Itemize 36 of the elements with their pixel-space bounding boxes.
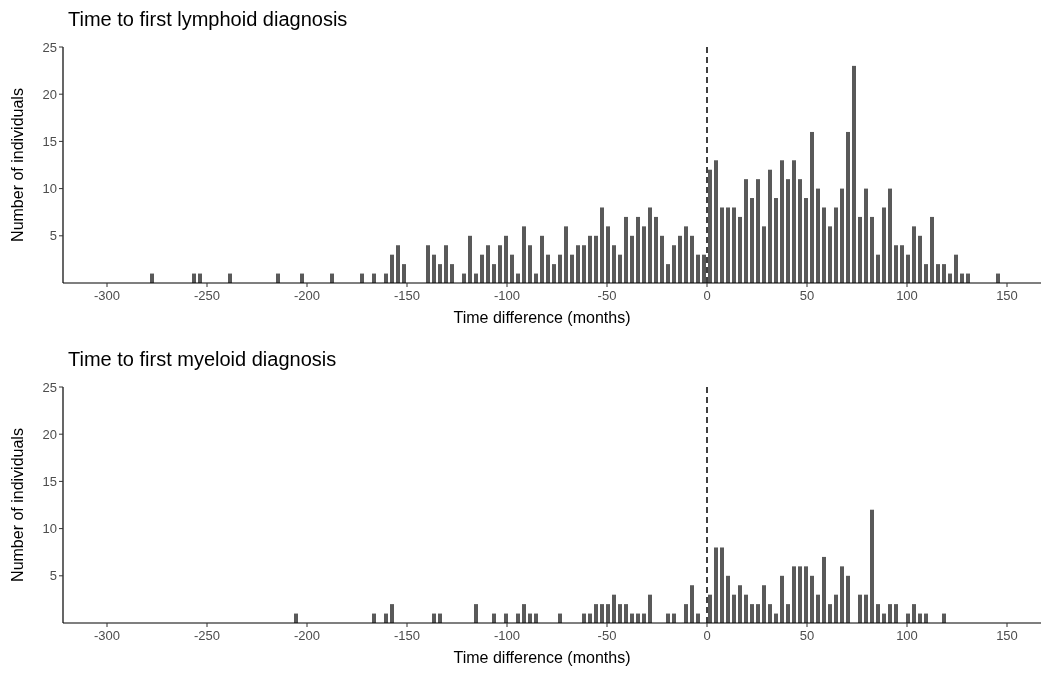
y-tick-label: 20	[42, 86, 57, 102]
x-tick-label: 150	[996, 288, 1018, 303]
x-tick-label: -150	[393, 628, 421, 643]
x-tick-label: 150	[996, 628, 1018, 643]
x-tick-label: -150	[393, 288, 421, 303]
chart-title: Time to first myeloid diagnosis	[68, 348, 337, 370]
x-tick-label: 50	[799, 628, 815, 643]
x-tick-label: 50	[799, 288, 815, 303]
y-tick-label: 15	[42, 473, 57, 489]
x-tick-label: -100	[493, 628, 521, 643]
x-tick-label: -200	[293, 628, 321, 643]
x-tick-label: -300	[93, 628, 121, 643]
x-tick-label: -50	[597, 628, 617, 643]
x-axis-title: Time difference (months)	[453, 309, 631, 326]
chart-title: Time to first lymphoid diagnosis	[68, 8, 348, 30]
x-tick-label: -250	[193, 628, 221, 643]
x-tick-label: 0	[703, 288, 711, 303]
y-tick-label: 5	[49, 568, 57, 584]
y-tick-label: 20	[42, 426, 57, 442]
x-tick-label: -50	[597, 288, 617, 303]
x-axis-title: Time difference (months)	[453, 649, 631, 666]
x-tick-label: 100	[896, 288, 918, 303]
y-axis-title: Number of individuals	[9, 88, 26, 242]
x-tick-label: -300	[93, 288, 121, 303]
y-tick-label: 10	[42, 521, 57, 537]
y-tick-label: 15	[42, 133, 57, 149]
y-tick-label: 25	[42, 379, 57, 395]
x-tick-label: -200	[293, 288, 321, 303]
y-axis-title: Number of individuals	[9, 428, 26, 582]
x-tick-label: -250	[193, 288, 221, 303]
y-tick-label: 10	[42, 181, 57, 197]
x-tick-label: 0	[703, 628, 711, 643]
x-tick-label: -100	[493, 288, 521, 303]
x-tick-label: 100	[896, 628, 918, 643]
y-tick-label: 25	[42, 39, 57, 55]
y-tick-label: 5	[49, 228, 57, 244]
